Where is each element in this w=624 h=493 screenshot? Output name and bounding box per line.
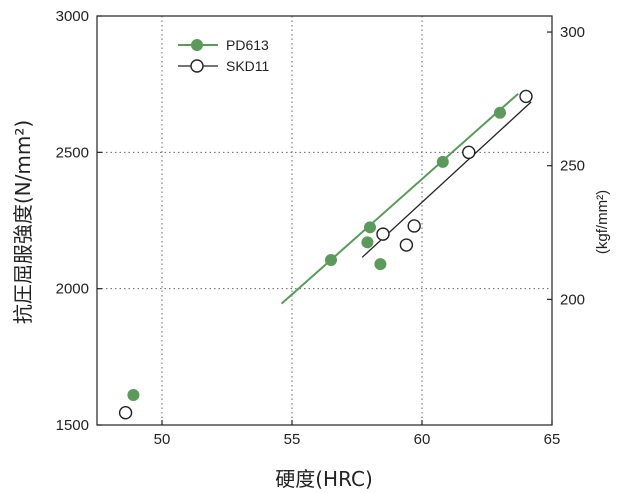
x-tick-label: 65 — [544, 431, 561, 448]
legend-label-pd613: PD613 — [226, 37, 269, 53]
x-tick-label: 60 — [414, 431, 431, 448]
data-point-skd11 — [519, 89, 533, 104]
legend-marker-pd613 — [191, 39, 203, 51]
y-axis-title: 抗圧屈服強度(N/mm²) — [11, 120, 35, 324]
axis-ticks: 50 55 60 65 1500 2000 2500 3000 200 250 300 — [56, 8, 585, 448]
data-point-pd613 — [127, 389, 140, 402]
data-point-pd613 — [325, 254, 337, 267]
trend-lines — [280, 92, 532, 305]
y-tick-label: 2500 — [56, 144, 89, 161]
y2-axis-title: (kgf/mm²) — [594, 190, 611, 254]
grid-lines — [97, 16, 552, 425]
x-axis-title: 硬度(HRC) — [275, 467, 373, 491]
y2-tick-label: 200 — [560, 291, 585, 308]
data-point-skd11 — [407, 219, 421, 233]
y2-tick-label: 300 — [560, 24, 585, 41]
y2-tick-label: 250 — [560, 158, 585, 175]
trend-line-pd613 — [280, 92, 519, 305]
data-point-pd613 — [374, 258, 387, 271]
legend-label-skd11: SKD11 — [226, 58, 270, 74]
legend-marker-skd11 — [190, 59, 204, 73]
x-tick-label: 50 — [154, 431, 171, 448]
plot-frame — [96, 15, 553, 426]
data-point-pd613 — [364, 221, 376, 234]
data-point-skd11 — [399, 238, 414, 252]
legend: PD613 SKD11 — [178, 37, 270, 74]
data-point-pd613 — [361, 236, 374, 249]
data-point-skd11 — [118, 406, 133, 420]
x-tick-label: 55 — [284, 431, 301, 448]
data-points — [118, 89, 533, 420]
data-point-skd11 — [376, 227, 390, 241]
data-point-pd613 — [436, 155, 449, 168]
y-tick-label: 3000 — [56, 8, 89, 25]
trend-line-skd11 — [361, 101, 532, 258]
data-point-skd11 — [462, 145, 476, 160]
y-tick-label: 2000 — [56, 281, 89, 298]
y-tick-label: 1500 — [56, 417, 89, 434]
data-point-pd613 — [494, 106, 506, 119]
